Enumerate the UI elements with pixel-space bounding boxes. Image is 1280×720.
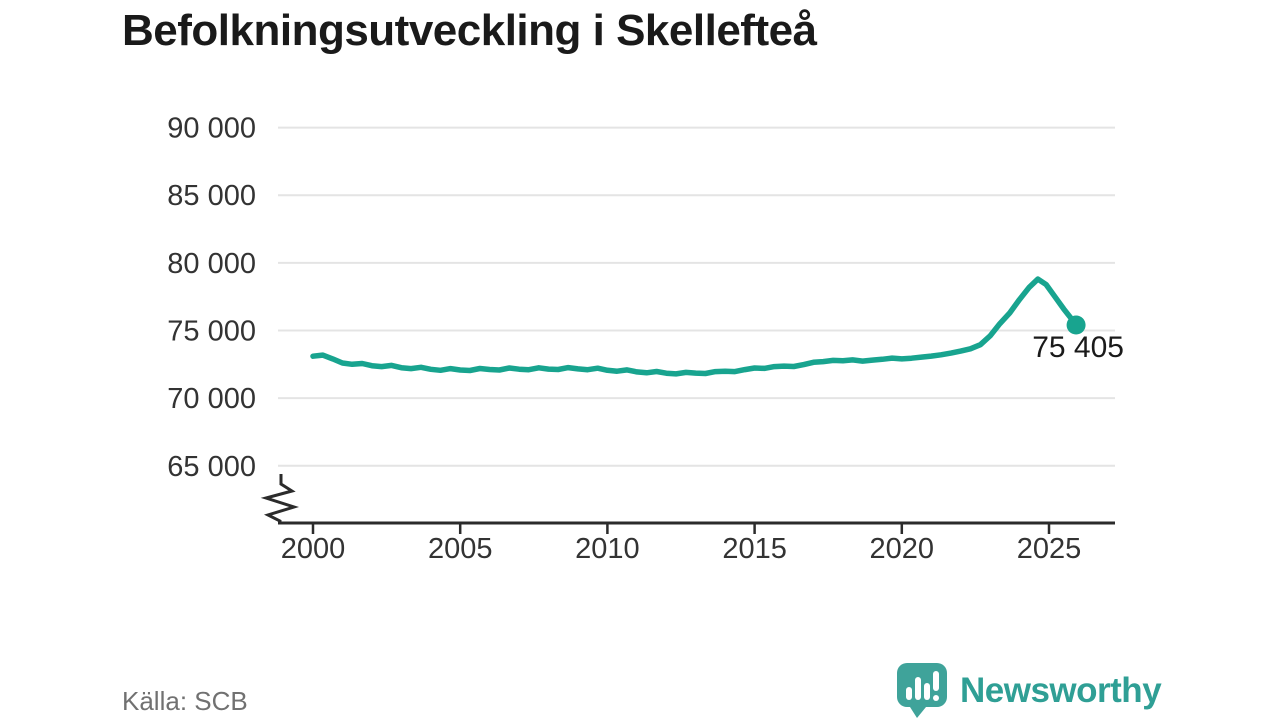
- axis-break-icon: [260, 474, 299, 523]
- y-tick-label: 70 000: [167, 383, 256, 415]
- x-tick-label: 2020: [870, 533, 935, 565]
- y-tick-label: 65 000: [167, 451, 256, 483]
- source-label: Källa: SCB: [122, 686, 248, 716]
- y-tick-label: 80 000: [167, 248, 256, 280]
- chart-title: Befolkningsutveckling i Skellefteå: [122, 6, 817, 55]
- y-tick-label: 90 000: [167, 113, 256, 145]
- end-point-dot: [1066, 315, 1086, 335]
- x-axis: 2000 2005 2010 2015 2020 2025: [278, 521, 1115, 565]
- x-tick-label: 2005: [428, 533, 493, 565]
- line-chart: 65 000 70 000 75 000 80 000 85 000 90 000 2000…: [167, 113, 1124, 565]
- y-axis-labels: 65 000 70 000 75 000 80 000 85 000 90 000: [167, 113, 256, 483]
- newsworthy-wordmark: Newsworthy: [960, 670, 1162, 710]
- speech-bubble-shape: [897, 663, 947, 718]
- x-tick-label: 2025: [1017, 533, 1082, 565]
- newsworthy-bubble-chart-icon: [897, 663, 947, 718]
- x-tick-label: 2010: [575, 533, 640, 565]
- newsworthy-logo: Newsworthy: [896, 662, 1162, 719]
- end-value-label: 75 405: [1032, 331, 1124, 364]
- x-tick-label: 2000: [281, 533, 346, 565]
- y-tick-label: 85 000: [167, 180, 256, 212]
- x-tick-label: 2015: [722, 533, 787, 565]
- population-line: [310, 276, 1079, 377]
- gridlines: [278, 126, 1115, 467]
- y-tick-label: 75 000: [167, 316, 256, 348]
